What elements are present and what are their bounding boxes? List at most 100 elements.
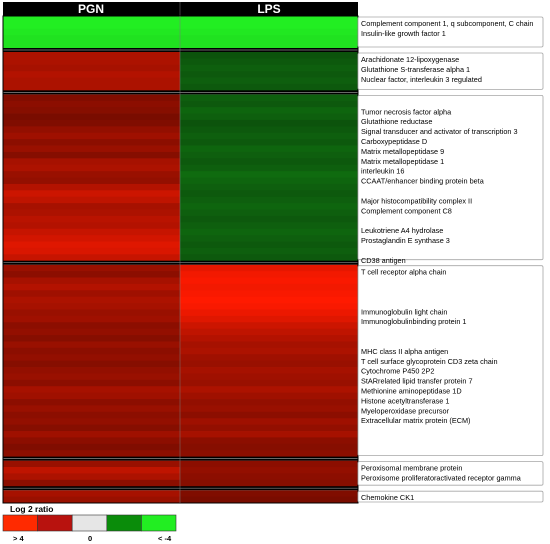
heatmap-cell [180,203,358,210]
heatmap-cell [3,379,180,387]
heatmap-cell [3,367,180,374]
heatmap-cell [180,335,358,342]
gene-label: T cell receptor alpha chain [361,268,446,277]
heatmap-cell [180,443,358,451]
gene-label: Major histocompatibility complex II [361,196,472,205]
cluster-label-box [357,16,544,48]
heatmap-cell [3,303,180,310]
heatmap-cell [180,77,358,85]
heatmap-cell [180,473,358,481]
heatmap-cell [3,164,180,172]
heatmap-cell [180,241,358,249]
heatmap-cell [3,139,180,146]
heatmap-cell [180,94,358,102]
heatmap-cell [3,479,180,487]
gene-label: Myeloperoxidase precursor [361,406,450,415]
heatmap-cell [3,424,180,432]
column-header-pgn: PGN [78,2,104,16]
heatmap-cell [3,490,180,498]
heatmap-cell [3,196,180,204]
heatmap-cell [180,431,358,438]
heatmap-cell [3,151,180,159]
heatmap-cell [3,460,180,468]
legend-tick-high: > 4 [13,534,24,543]
heatmap-cell [180,107,358,114]
column-header-bar [3,2,358,16]
gene-label: Histone acetyltransferase 1 [361,396,449,405]
heatmap-cell [180,215,358,223]
heatmap-cell [180,126,358,134]
heatmap-cell [180,113,358,121]
heatmap-cells [3,16,358,504]
cluster-label-box [357,461,544,486]
heatmap-cell [3,203,180,210]
heatmap-cell [180,235,358,242]
heatmap-cell [3,450,180,458]
heatmap-cell [3,215,180,223]
heatmap-cell [3,209,180,217]
heatmap-cell [180,247,358,255]
heatmap-cell [180,158,358,166]
heatmap-cell [180,411,358,419]
gene-label: Leukotriene A4 hydrolase [361,226,443,235]
heatmap-cell [180,450,358,458]
heatmap-cell [3,399,180,406]
gene-label: Complement component C8 [361,206,452,215]
heatmap-cell [180,28,358,36]
heatmap-cell [180,354,358,362]
heatmap-cell [180,51,358,59]
heatmap-cell [180,132,358,140]
heatmap-cell [180,71,358,78]
heatmap-cell [180,399,358,406]
heatmap-cell [180,367,358,374]
heatmap-cell [180,360,358,368]
gene-label: Cytochrome P450 2P2 [361,367,434,376]
gene-label: Arachidonate 12-lipoxygenase [361,55,459,64]
gene-label: Tumor necrosis factor alpha [361,107,452,116]
legend-tick-low: < -4 [158,534,172,543]
gene-label: Glutathione reductase [361,117,432,126]
heatmap-cell [3,119,180,127]
gene-label: CCAAT/enhancer binding protein beta [361,177,485,186]
heatmap-cell [3,183,180,191]
heatmap-cell [3,315,180,323]
gene-label: Signal transducer and activator of trans… [361,127,518,136]
heatmap-cell [3,328,180,336]
heatmap-cell [3,190,180,198]
gene-label: Insulin-like growth factor 1 [361,29,446,38]
heatmap-cell [3,341,180,349]
heatmap-cell [180,467,358,474]
legend-title: Log 2 ratio [10,504,53,514]
heatmap-cell [3,386,180,394]
heatmap-cell [180,322,358,330]
heatmap-cell [3,94,180,102]
heatmap-cell [3,64,180,72]
heatmap-cell [3,296,180,304]
heatmap-cell [3,228,180,236]
heatmap-cell [3,405,180,413]
heatmap-cell [3,58,180,66]
heatmap-cell [3,373,180,381]
heatmap-cell [180,392,358,400]
heatmap-cell [3,235,180,242]
heatmap-cell [180,209,358,217]
cluster-label-box [357,490,544,503]
cluster-label-boxes: Complement component 1, q subcomponent, … [357,16,544,503]
heatmap-cell [180,347,358,355]
heatmap-cell [180,183,358,191]
heatmap-cell [180,283,358,291]
gene-label: interleukin 16 [361,167,404,176]
heatmap-cell [3,77,180,85]
legend-swatch [71,514,108,532]
heatmap-cell [180,196,358,204]
heatmap-cell [180,164,358,172]
heatmap-cell [3,107,180,114]
heatmap-cell [180,177,358,185]
heatmap-cell [3,222,180,230]
heatmap-cell [180,100,358,108]
heatmap-cell [180,386,358,394]
heatmap-cell [3,322,180,330]
heatmap-cell [3,418,180,426]
heatmap-cell [180,264,358,272]
